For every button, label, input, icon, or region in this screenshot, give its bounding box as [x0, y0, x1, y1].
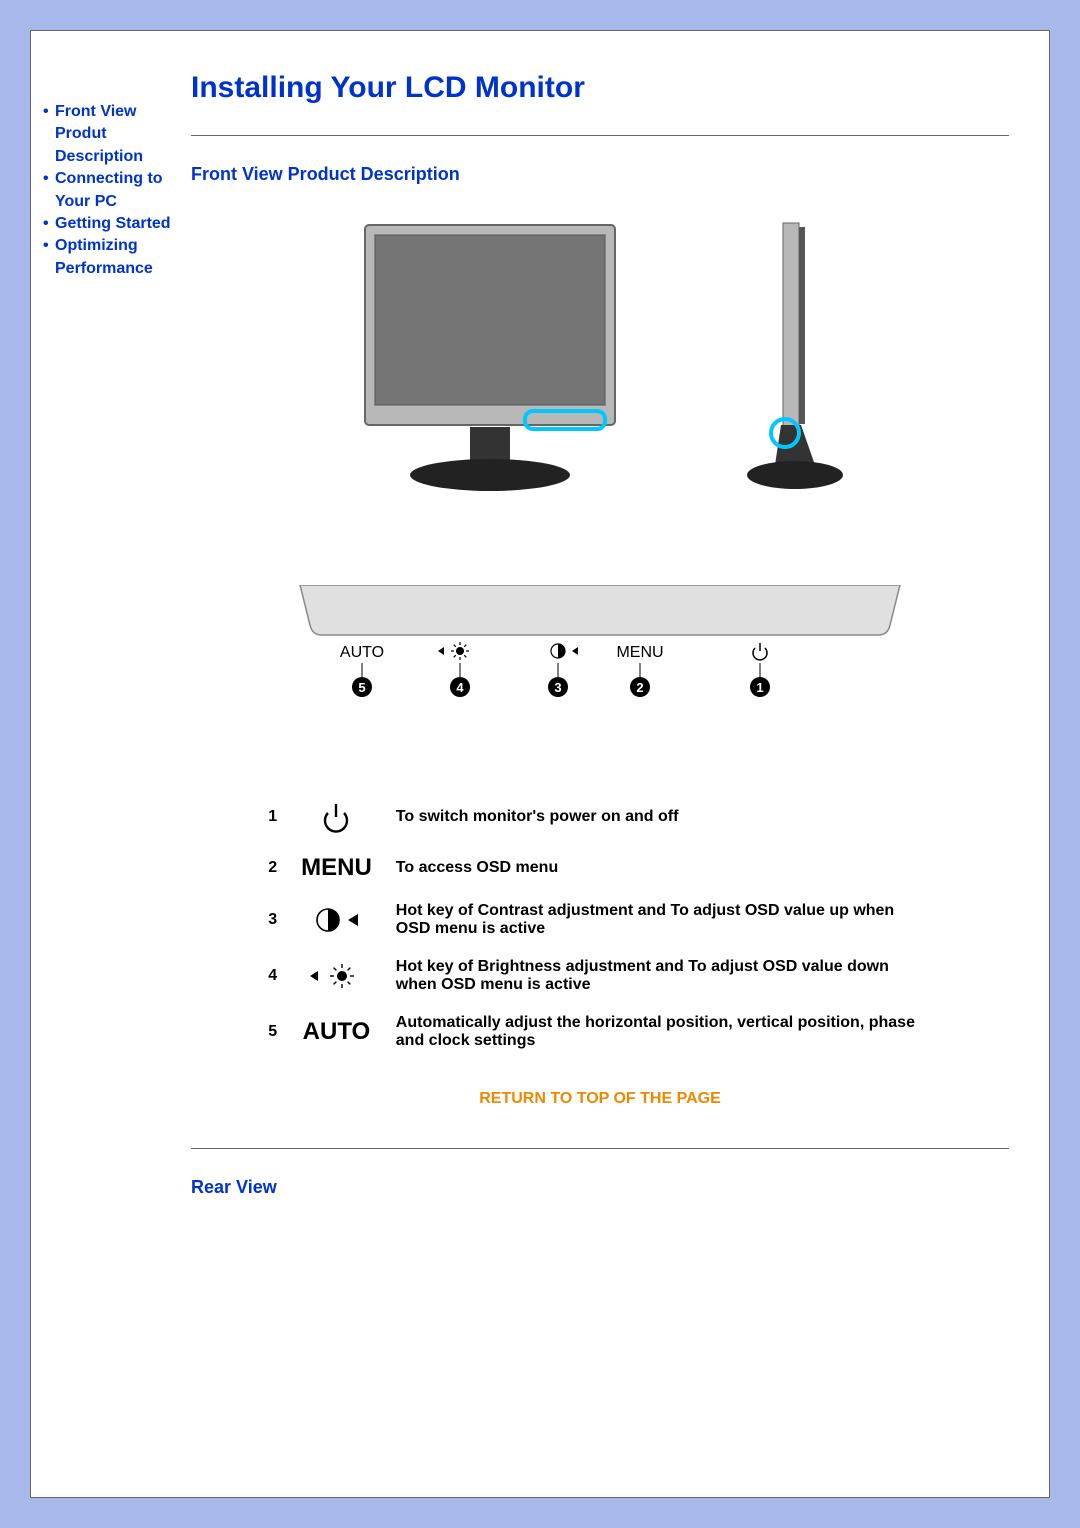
return-to-top-link[interactable]: RETURN TO TOP OF THE PAGE — [191, 1090, 1009, 1108]
sidebar-item-getting-started[interactable]: Getting Started — [41, 213, 181, 235]
sidebar-item-connecting[interactable]: Connecting to Your PC — [41, 168, 181, 213]
svg-text:5: 5 — [358, 680, 365, 695]
row-desc: To access OSD menu — [384, 844, 944, 892]
row-desc: To switch monitor's power on and off — [384, 790, 944, 844]
row-desc: Hot key of Brightness adjustment and To … — [384, 948, 944, 1004]
brightness-icon — [289, 948, 384, 1004]
svg-text:3: 3 — [554, 680, 561, 695]
rule — [191, 1148, 1009, 1149]
table-row: 3 Hot key of Contrast adjustment and To … — [256, 892, 944, 948]
figure-row — [191, 215, 1009, 505]
page-title: Installing Your LCD Monitor — [191, 71, 1009, 105]
main-content: Installing Your LCD Monitor Front View P… — [191, 71, 1009, 1198]
row-number: 2 — [256, 844, 289, 892]
contrast-icon — [289, 892, 384, 948]
sidebar-item-optimizing[interactable]: Optimizing Performance — [41, 235, 181, 280]
section-heading-front-view: Front View Product Description — [191, 164, 1009, 185]
table-row: 5 AUTO Automatically adjust the horizont… — [256, 1004, 944, 1060]
table-row: 2 MENU To access OSD menu — [256, 844, 944, 892]
svg-text:2: 2 — [636, 680, 643, 695]
label-text: AUTO — [340, 644, 384, 661]
section-heading-rear-view: Rear View — [191, 1177, 1009, 1198]
row-number: 4 — [256, 948, 289, 1004]
button-strip-figure: AUTO MENU — [290, 585, 910, 710]
svg-text:4: 4 — [456, 680, 464, 695]
page: Front View Produt Description Connecting… — [30, 30, 1050, 1498]
sidebar: Front View Produt Description Connecting… — [41, 101, 181, 280]
table-row: 1 To switch monitor's power on and off — [256, 790, 944, 844]
label-text: MENU — [616, 644, 663, 661]
rule — [191, 135, 1009, 136]
row-number: 1 — [256, 790, 289, 844]
auto-icon: AUTO — [289, 1004, 384, 1060]
row-desc: Automatically adjust the horizontal posi… — [384, 1004, 944, 1060]
svg-text:1: 1 — [756, 680, 763, 695]
button-description-table: 1 To switch monitor's power on and off 2… — [256, 790, 944, 1060]
menu-icon: MENU — [289, 844, 384, 892]
sidebar-item-front-view[interactable]: Front View Produt Description — [41, 101, 181, 168]
row-number: 3 — [256, 892, 289, 948]
table-row: 4 — [256, 948, 944, 1004]
row-number: 5 — [256, 1004, 289, 1060]
power-icon — [289, 790, 384, 844]
monitor-side-figure — [735, 215, 855, 505]
row-desc: Hot key of Contrast adjustment and To ad… — [384, 892, 944, 948]
monitor-front-figure — [345, 215, 635, 505]
